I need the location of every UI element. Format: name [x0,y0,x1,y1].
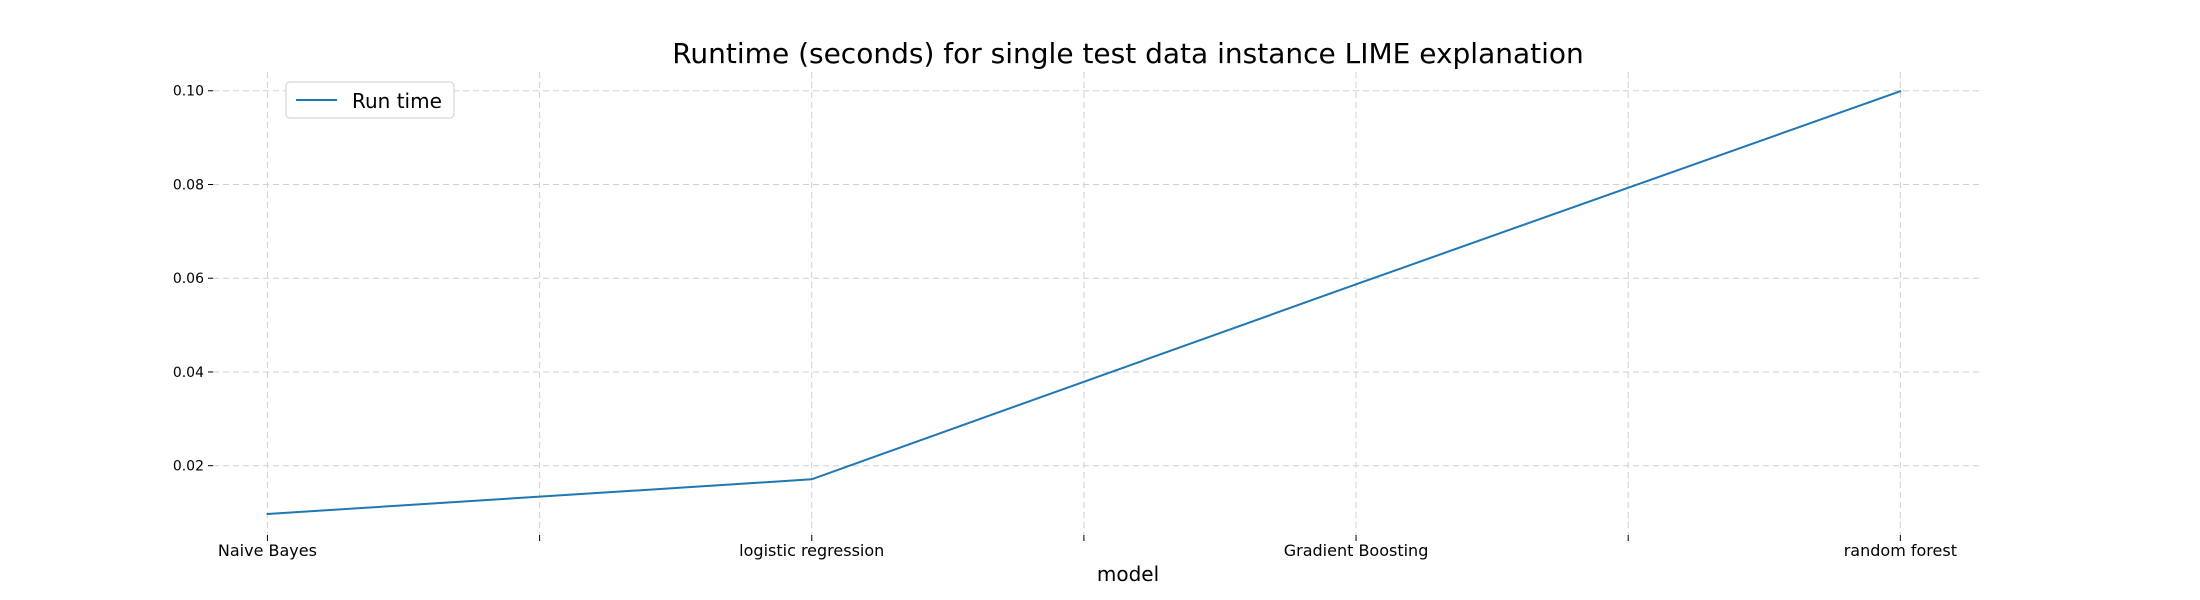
data-point [810,478,813,481]
data-point [1899,90,1902,93]
x-axis-label: model [1097,562,1159,586]
x-category-label: Gradient Boosting [1284,541,1429,560]
series-line-run-time [267,90,1901,515]
y-tick-label: 0.06 [173,271,204,287]
x-category-label: Naive Bayes [218,541,317,560]
y-tick-label: 0.02 [173,459,204,475]
legend: Run time [285,81,455,119]
legend-label: Run time [352,89,442,113]
x-category-label: random forest [1844,541,1957,560]
data-point [266,512,269,515]
grid-lines [213,72,1982,536]
y-tick-label: 0.08 [173,177,204,193]
x-category-label: logistic regression [739,541,884,560]
chart-title: Runtime (seconds) for single test data i… [672,37,1584,70]
y-tick-label: 0.04 [173,365,204,381]
axis-ticks: 0.02 0.04 0.06 0.08 0.10 Naive Bayes logistic … [173,84,1957,560]
data-point [1355,283,1358,286]
y-tick-label: 0.10 [173,84,204,100]
legend-box [285,81,455,119]
series-layer [266,90,1902,515]
